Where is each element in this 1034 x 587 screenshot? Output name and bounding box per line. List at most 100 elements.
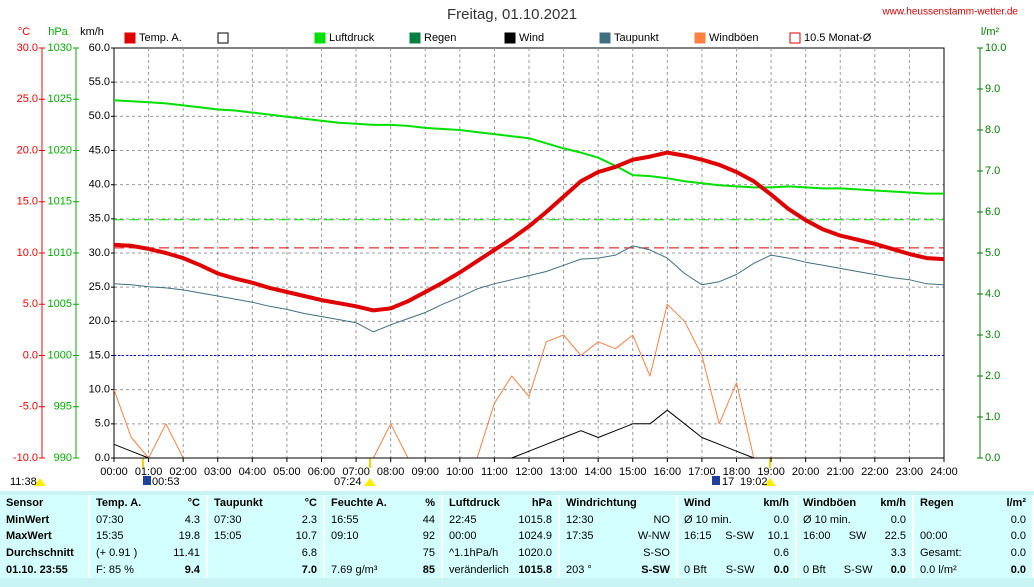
legend-swatch [599,32,611,44]
y-tick-label: 1010 [48,247,72,259]
cell-text: 07:30 [96,513,124,526]
legend-swatch [694,32,706,44]
cell-text: 3.3 [890,547,906,560]
table-cell: (+ 0.91 ) 11.41 [90,544,208,562]
x-tick-label: 22:00 [861,466,889,478]
cell-text: S-SW [725,530,754,543]
series-line [113,409,944,459]
y-tick-label: -5.0 [19,401,38,413]
cell-text: 85 [422,563,435,576]
x-tick-label: 20:00 [792,466,820,478]
x-tick-label: 05:00 [273,466,301,478]
legend-swatch [124,32,136,44]
legend-label: Wind [519,32,544,44]
cell-text: Ø 10 min. [684,513,732,526]
table-cell: 00:00 1024.9 [443,528,560,545]
table-cell: 09:10 92 [325,528,443,545]
x-tick-label: 07:00 [342,466,370,478]
cell-text: veränderlich [449,563,509,576]
table-row: MinWert 07:30 4.3 07:30 2.3 16:55 44 22:45 1015.… [0,511,1034,529]
cell-text: 2.3 [301,513,317,526]
annotation: 11:38 [10,476,37,488]
cell-text: 17:35 [566,530,594,543]
y-tick-label: 5.0 [95,418,110,430]
x-tick-label: 04:00 [239,466,267,478]
table-cell: 0 Bft S-SW 0.0 [797,561,914,578]
cell-text: 07:30 [214,513,242,526]
axis-unit: hPa [48,26,68,38]
cell-text: 0.6 [773,547,789,560]
y-tick-label: 1020 [48,144,72,156]
source: www.heussenstamm-wetter.de [881,7,1018,18]
y-tick-label: 20.0 [17,144,38,156]
sun-icon [364,478,376,486]
y-tick-label: 1005 [48,298,72,310]
cell-text: Regen [920,497,954,510]
cell-text: F: 85 % [96,563,134,576]
y-tick-label: 45.0 [89,144,110,156]
x-tick-label: 21:00 [826,466,854,478]
cell-text: 0.0 [773,513,789,526]
x-tick-label: 11:00 [481,466,508,478]
cell-text: 1015.8 [518,513,552,526]
cell-text: 19.8 [178,530,200,543]
y-tick-label: 1000 [48,349,72,361]
y-tick-label: 10.0 [17,247,38,259]
cell-text: 00:00 [920,530,948,543]
y-tick-label: 15.0 [17,196,38,208]
cell-text: 203 ° [566,563,592,576]
sun-icon [34,478,46,486]
legend-label: Luftdruck [329,32,375,44]
y-tick-label: 1.0 [985,411,1000,423]
table-cell: 16:15 S-SW 10.1 [678,528,797,545]
table-cell: 0 Bft S-SW 0.0 [678,561,797,578]
annotation: 19:02 [740,476,768,488]
y-tick-label: 0.0 [23,349,38,361]
table-cell: 16:00 SW 22.5 [797,528,914,545]
cell-text: km/h [763,497,789,510]
cell-text: 16:15 [684,530,712,543]
chart-title: Freitag, 01.10.2021 [447,6,577,23]
cell-text: MaxWert [6,530,52,543]
cell-text: % [425,497,435,510]
axis-unit: l/m² [981,26,1000,38]
y-tick-label: -10.0 [13,452,38,464]
table-cell: 07:30 4.3 [90,511,208,529]
table-cell: 3.3 [797,544,914,562]
cell-text: Ø 10 min. [803,513,851,526]
axis-unit: km/h [80,26,104,38]
table-cell: Ø 10 min. 0.0 [678,511,797,529]
x-tick-label: 00:00 [100,466,128,478]
cell-text: 0 Bft [803,563,826,576]
y-tick-label: 5.0 [23,298,38,310]
cell-text: 22.5 [884,530,906,543]
cell-text: 1020.0 [518,547,552,560]
legend-swatch [504,32,516,44]
y-tick-label: 20.0 [89,315,110,327]
x-tick-label: 15:00 [619,466,647,478]
cell-text: 22:45 [449,513,477,526]
table-cell: 17:35 W-NW [560,528,678,545]
annotation: 17 [722,476,734,488]
table-cell: 00:00 0.0 [914,528,1034,545]
x-tick-label: 18:00 [723,466,751,478]
legend-swatch [217,32,229,44]
y-tick-label: 995 [54,401,72,413]
legend-label: Windböen [709,32,759,44]
table-cell: 7.69 g/m³ 85 [325,561,443,578]
table-cell: Ø 10 min. 0.0 [797,511,914,529]
cell-text: 92 [422,530,435,543]
table-cell: Temp. A. °C [90,495,208,512]
table-cell: Wind km/h [678,495,797,512]
y-tick-label: 3.0 [985,329,1000,341]
annotation: 00:53 [152,476,180,488]
cell-text: Windböen [803,497,857,510]
x-tick-label: 16:00 [654,466,682,478]
y-tick-label: 10.0 [89,384,110,396]
legend-label: Taupunkt [614,32,659,44]
y-tick-label: 6.0 [985,206,1000,218]
legend-swatch [409,32,421,44]
y-tick-label: 35.0 [89,213,110,225]
cell-text: 09:10 [331,530,359,543]
y-tick-label: 30.0 [17,42,38,54]
